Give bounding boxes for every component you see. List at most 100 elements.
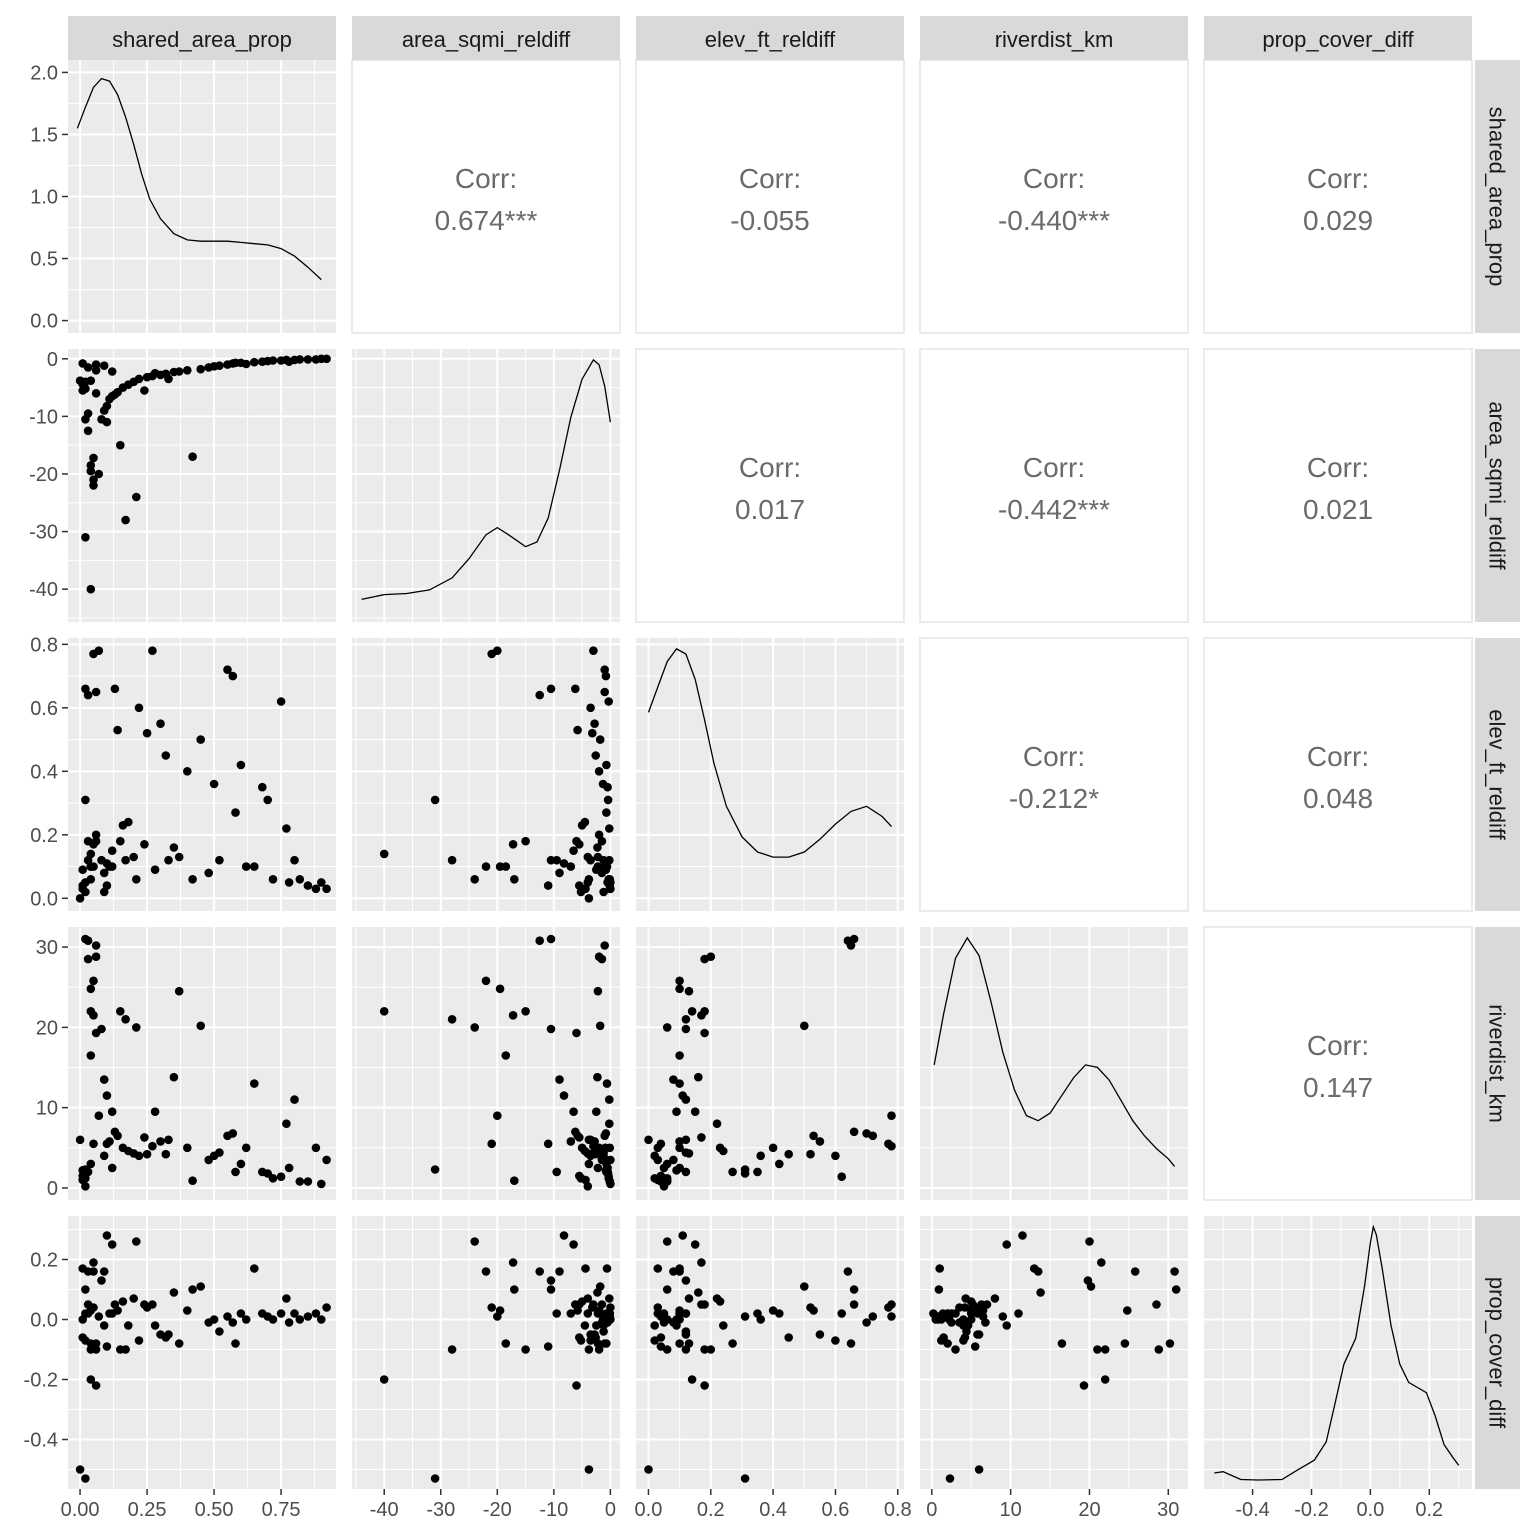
data-point bbox=[183, 1143, 192, 1153]
data-point bbox=[601, 865, 611, 874]
panel-elev_ft_reldiff-vs-shared_area_prop bbox=[68, 638, 336, 911]
data-point bbox=[295, 1177, 305, 1186]
data-point bbox=[121, 855, 130, 865]
data-point bbox=[959, 1315, 968, 1324]
row-strip-label: prop_cover_diff bbox=[1485, 1277, 1510, 1429]
y-tick-label: 0.5 bbox=[30, 249, 58, 271]
data-point bbox=[132, 875, 141, 884]
y-tick-label: 0.0 bbox=[30, 1310, 58, 1332]
data-point bbox=[586, 1135, 595, 1145]
data-point bbox=[590, 719, 599, 728]
data-point bbox=[592, 1321, 601, 1330]
data-point bbox=[1152, 1300, 1161, 1309]
data-point bbox=[1165, 1339, 1175, 1348]
data-point bbox=[552, 1309, 561, 1318]
data-point bbox=[379, 1007, 389, 1016]
corr-value: 0.674*** bbox=[435, 205, 538, 236]
data-point bbox=[740, 1312, 750, 1321]
data-point bbox=[887, 1111, 896, 1120]
column-strip-prop_cover_diff: prop_cover_diff bbox=[1204, 16, 1472, 60]
data-point bbox=[784, 1149, 793, 1159]
data-point bbox=[653, 1309, 663, 1318]
x-tick-label: 0 bbox=[605, 1499, 616, 1521]
panel-shared_area_prop-vs-area_sqmi_reldiff: Corr: 0.674*** bbox=[351, 59, 621, 334]
corr-value: -0.442*** bbox=[998, 494, 1110, 525]
data-point bbox=[569, 1107, 578, 1116]
data-point bbox=[555, 868, 564, 878]
data-point bbox=[447, 1345, 457, 1354]
y-tick-label: 1.0 bbox=[30, 187, 58, 209]
data-point bbox=[379, 1375, 389, 1384]
data-point bbox=[595, 1021, 605, 1031]
data-point bbox=[94, 469, 104, 479]
data-point bbox=[700, 1345, 709, 1354]
data-point bbox=[690, 1240, 700, 1249]
data-point bbox=[508, 1258, 518, 1267]
data-point bbox=[282, 1294, 291, 1303]
y-tick-label: 0.0 bbox=[30, 311, 58, 333]
data-point bbox=[268, 1315, 278, 1324]
data-point bbox=[303, 881, 313, 890]
data-point bbox=[675, 1051, 684, 1060]
x-tick-label: 0.2 bbox=[1415, 1499, 1443, 1521]
data-point bbox=[102, 1091, 112, 1100]
data-point bbox=[258, 782, 267, 792]
data-point bbox=[295, 1315, 305, 1324]
corr-value: 0.021 bbox=[1303, 494, 1373, 525]
data-point bbox=[595, 1282, 605, 1291]
data-point bbox=[662, 1285, 672, 1294]
data-point bbox=[1002, 1240, 1011, 1249]
data-point bbox=[753, 1167, 762, 1177]
data-point bbox=[148, 646, 157, 655]
corr-label: Corr: bbox=[1023, 163, 1085, 194]
data-point bbox=[196, 1282, 205, 1291]
data-point bbox=[593, 1163, 603, 1173]
data-point bbox=[282, 1119, 291, 1128]
data-point bbox=[934, 1285, 944, 1294]
data-point bbox=[134, 1336, 144, 1345]
data-point bbox=[593, 1072, 602, 1082]
data-point bbox=[535, 690, 544, 700]
data-point bbox=[86, 862, 96, 871]
data-point bbox=[86, 1051, 96, 1060]
data-point bbox=[576, 1336, 586, 1345]
row-strip-prop_cover_diff: prop_cover_diff bbox=[1475, 1216, 1520, 1489]
y-tick-label: -0.2 bbox=[24, 1370, 58, 1392]
data-point bbox=[107, 1163, 117, 1173]
data-point bbox=[1170, 1267, 1179, 1276]
data-point bbox=[1002, 1321, 1011, 1330]
data-point bbox=[606, 1155, 615, 1165]
data-point bbox=[501, 862, 511, 871]
data-point bbox=[601, 671, 611, 681]
data-point bbox=[687, 1007, 697, 1016]
data-point bbox=[849, 934, 859, 944]
data-point bbox=[974, 1465, 984, 1474]
data-point bbox=[970, 1342, 980, 1351]
data-point bbox=[164, 1135, 173, 1145]
data-point bbox=[669, 1155, 678, 1165]
row-strip-riverdist_km: riverdist_km bbox=[1475, 927, 1520, 1200]
y-tick-label: 0.8 bbox=[30, 634, 58, 656]
data-point bbox=[569, 1240, 578, 1249]
data-point bbox=[681, 1309, 691, 1318]
panel-area_sqmi_reldiff-vs-prop_cover_diff: Corr: 0.021 bbox=[1203, 348, 1473, 623]
data-point bbox=[593, 1309, 603, 1318]
panel-prop_cover_diff-vs-shared_area_prop bbox=[68, 1216, 336, 1489]
data-point bbox=[75, 1465, 85, 1474]
data-point bbox=[183, 767, 192, 776]
data-point bbox=[521, 1345, 530, 1354]
data-point bbox=[311, 1309, 321, 1318]
column-strip-area_sqmi_reldiff: area_sqmi_reldiff bbox=[352, 16, 620, 60]
data-point bbox=[322, 1155, 331, 1165]
data-point bbox=[161, 1149, 171, 1159]
data-point bbox=[470, 875, 480, 884]
data-point bbox=[1036, 1288, 1045, 1297]
data-point bbox=[134, 1151, 144, 1161]
data-point bbox=[594, 830, 604, 840]
data-point bbox=[543, 1342, 553, 1351]
x-tick-label: -0.2 bbox=[1294, 1499, 1328, 1521]
data-point bbox=[86, 984, 96, 994]
data-point bbox=[107, 1107, 117, 1116]
corr-value: -0.055 bbox=[730, 205, 809, 236]
data-point bbox=[887, 1312, 896, 1321]
